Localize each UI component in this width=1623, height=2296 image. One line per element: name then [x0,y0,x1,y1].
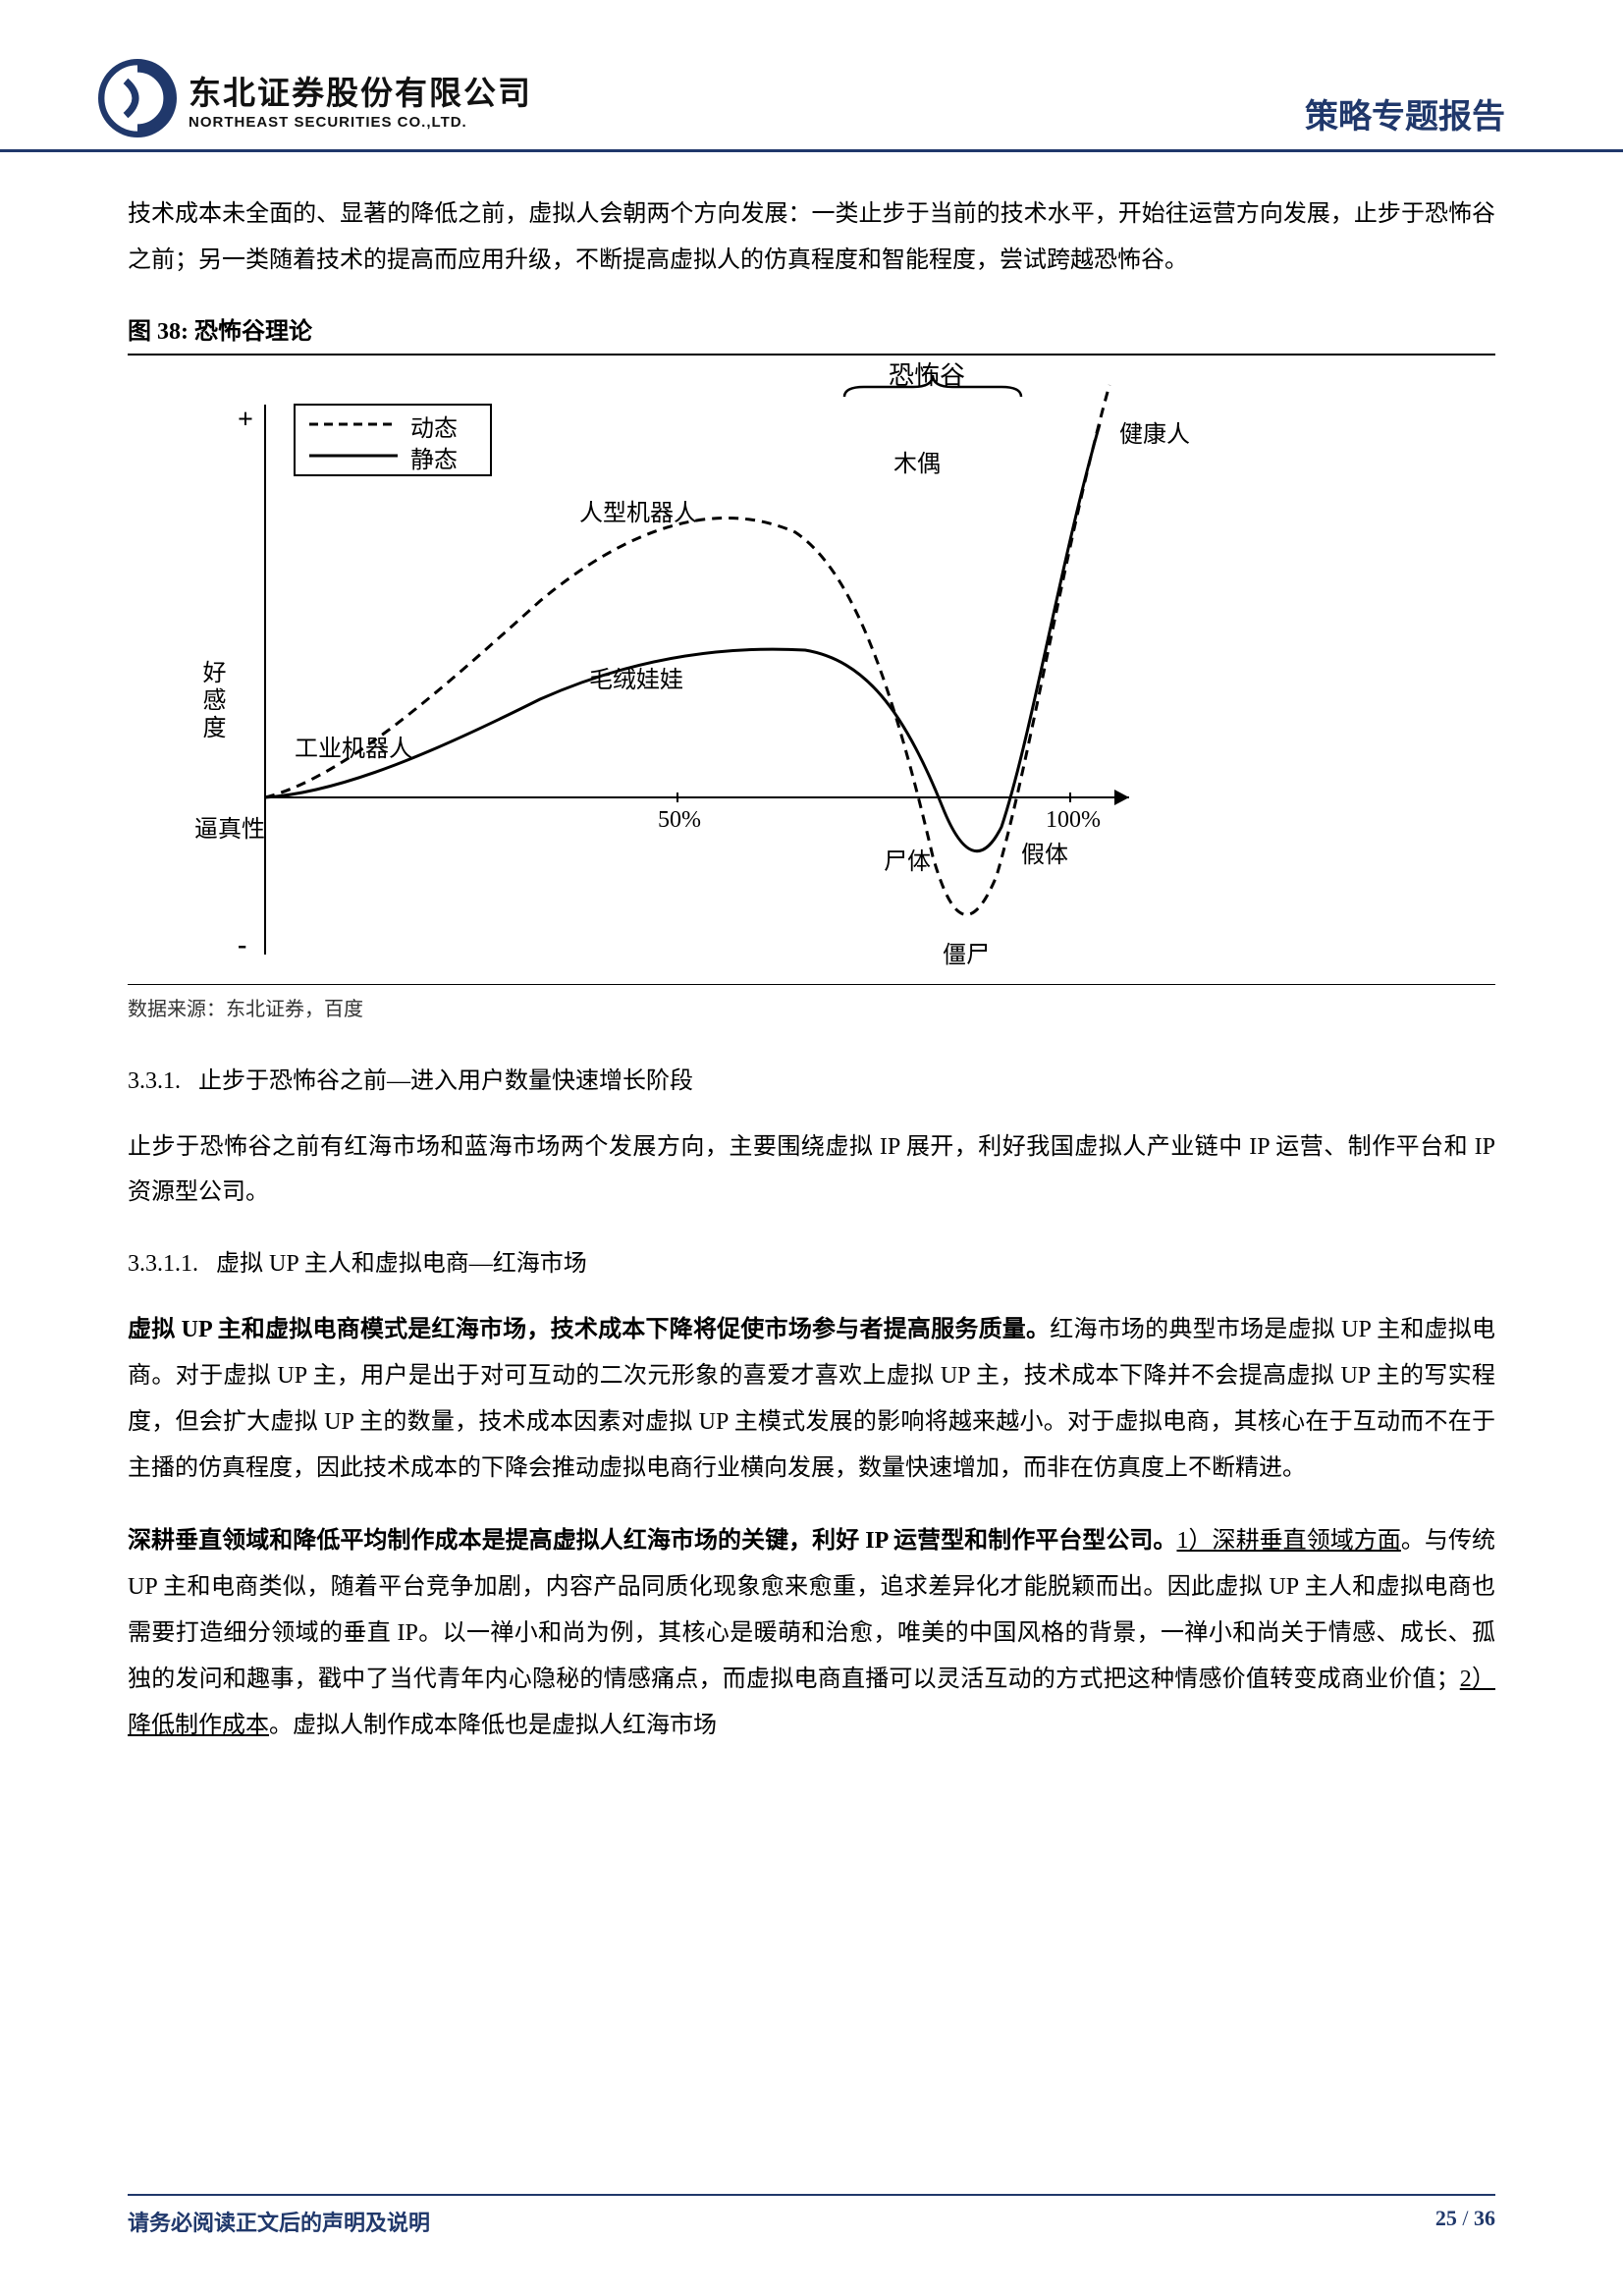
section-3311-num: 3.3.1.1. [128,1251,198,1277]
page-total: 36 [1474,2206,1495,2230]
para-3311b-end: 。虚拟人制作成本降低也是虚拟人红海市场 [269,1713,717,1738]
label-humanoid-robot: 人型机器人 [579,493,697,527]
page-footer: 请务必阅读正文后的声明及说明 25 / 36 [128,2194,1495,2237]
legend-dynamic-label: 动态 [410,409,458,443]
label-puppet: 木偶 [893,444,941,478]
chart-svg [167,365,1267,974]
page-content: 技术成本未全面的、显著的降低之前，虚拟人会朝两个方向发展：一类止步于当前的技术水… [0,152,1623,1748]
company-name-block: 东北证券股份有限公司 NORTHEAST SECURITIES CO.,LTD. [189,67,532,131]
para-3311b-u1: 1）深耕垂直领域方面 [1176,1528,1400,1554]
chart-title-top: 恐怖谷 [889,355,965,392]
figure-top-rule [128,354,1495,355]
company-logo-icon [98,59,177,137]
y-minus: - [238,930,246,961]
x-tick-50: 50% [658,807,701,834]
para-331: 止步于恐怖谷之前有红海市场和蓝海市场两个发展方向，主要围绕虚拟 IP 展开，利好… [128,1124,1495,1217]
x-tick-100: 100% [1046,807,1101,834]
section-331-num: 3.3.1. [128,1068,181,1094]
y-plus: + [238,405,253,436]
page-header: 东北证券股份有限公司 NORTHEAST SECURITIES CO.,LTD.… [0,0,1623,152]
page-number: 25 / 36 [1435,2206,1495,2237]
company-name-cn: 东北证券股份有限公司 [189,67,532,114]
para-3311a: 虚拟 UP 主和虚拟电商模式是红海市场，技术成本下降将促使市场参与者提高服务质量… [128,1307,1495,1491]
y-axis-label: 好感度 [194,660,229,742]
figure-title: 图 38: 恐怖谷理论 [128,311,1495,346]
label-zombie: 僵尸 [943,935,990,969]
para-3311b: 深耕垂直领域和降低平均制作成本是提高虚拟人红海市场的关键，利好 IP 运营型和制… [128,1518,1495,1748]
intro-paragraph: 技术成本未全面的、显著的降低之前，虚拟人会朝两个方向发展：一类止步于当前的技术水… [128,191,1495,284]
section-3311-title: 虚拟 UP 主人和虚拟电商—红海市场 [216,1251,587,1277]
label-plush-doll: 毛绒娃娃 [589,660,683,694]
company-logo-block: 东北证券股份有限公司 NORTHEAST SECURITIES CO.,LTD. [98,59,532,137]
page-current: 25 [1435,2206,1457,2230]
section-331-heading: 3.3.1. 止步于恐怖谷之前—进入用户数量快速增长阶段 [128,1061,1495,1095]
page-sep: / [1457,2206,1474,2230]
label-healthy-person: 健康人 [1119,414,1190,449]
uncanny-valley-chart: 动态 静态 恐怖谷 + - 好感度 逼真性 50% 100% 工业机器人 毛绒娃… [167,365,1267,974]
label-prosthetic: 假体 [1021,835,1068,869]
para-3311a-bold: 虚拟 UP 主和虚拟电商模式是红海市场，技术成本下降将促使市场参与者提高服务质量… [128,1317,1050,1342]
figure-source: 数据来源：东北证券，百度 [128,993,1495,1021]
figure-bottom-rule [128,984,1495,985]
company-name-en: NORTHEAST SECURITIES CO.,LTD. [189,114,532,131]
para-3311b-bold: 深耕垂直领域和降低平均制作成本是提高虚拟人红海市场的关键，利好 IP 运营型和制… [128,1528,1176,1554]
section-3311-heading: 3.3.1.1. 虚拟 UP 主人和虚拟电商—红海市场 [128,1243,1495,1278]
report-type-label: 策略专题报告 [1305,89,1505,137]
label-industrial-robot: 工业机器人 [295,729,412,763]
section-331-title: 止步于恐怖谷之前—进入用户数量快速增长阶段 [198,1068,693,1094]
footer-notice: 请务必阅读正文后的声明及说明 [128,2206,430,2237]
x-axis-label: 逼真性 [194,809,265,844]
label-corpse: 尸体 [884,842,931,876]
legend-static-label: 静态 [410,440,458,474]
